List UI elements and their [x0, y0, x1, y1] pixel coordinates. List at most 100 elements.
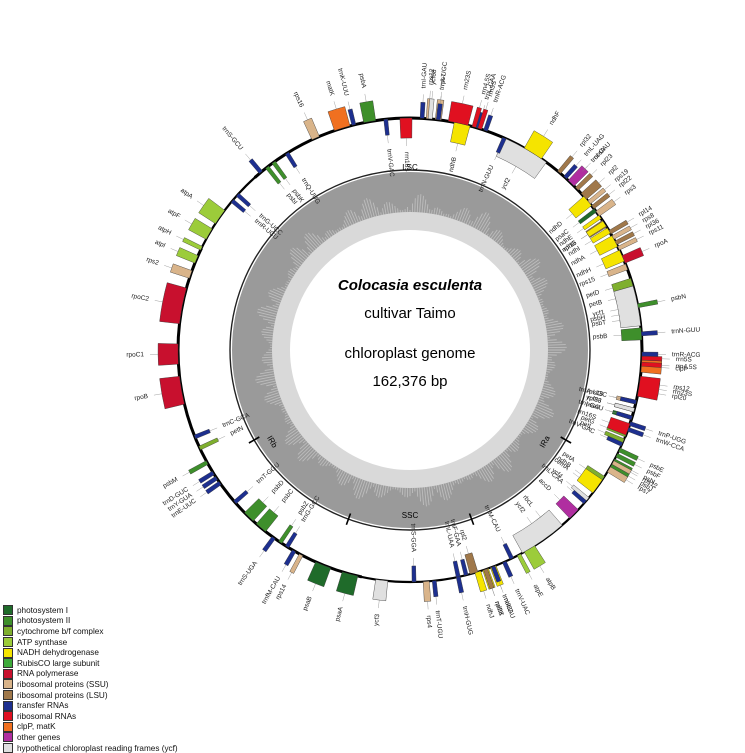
gene-leader-line — [260, 551, 265, 557]
gene-leader-line — [466, 546, 468, 554]
gene-leader-line — [249, 205, 255, 210]
gc-bar — [450, 216, 451, 218]
gc-bar — [381, 212, 382, 215]
gene-leader-line — [185, 220, 192, 224]
gene-block-atpa — [199, 198, 225, 223]
legend-item: photosystem II — [3, 616, 243, 627]
gene-block-trns-gga — [412, 566, 416, 582]
legend-label: cytochrome b/f complex — [17, 627, 103, 636]
gene-leader-line — [288, 573, 292, 580]
gene-leader-line — [611, 315, 619, 316]
gene-leader-line — [193, 481, 200, 485]
gene-label: trnV-UAC — [513, 588, 531, 616]
gene-leader-line — [378, 600, 379, 608]
gene-label: psbC — [280, 488, 295, 504]
gene-block-trnl-uaa — [453, 561, 460, 577]
gene-leader-line — [566, 214, 572, 219]
gene-block-psbb — [621, 328, 642, 341]
gene-leader-line — [291, 519, 295, 526]
gc-bar — [547, 362, 554, 363]
gene-leader-line — [598, 430, 605, 433]
legend-item: clpP, matK — [3, 722, 243, 733]
gene-label: rps16 — [292, 91, 305, 109]
gene-leader-line — [573, 473, 579, 478]
gene-leader-line — [528, 573, 532, 580]
legend-swatch — [3, 626, 13, 636]
gene-label: trnK-UUU — [336, 68, 350, 97]
gene-leader-line — [263, 497, 269, 503]
gene-label: petD — [585, 289, 600, 300]
gene-leader-line — [614, 335, 622, 336]
gene-leader-line — [576, 160, 581, 166]
gene-block-atpi — [176, 248, 198, 264]
gc-bar — [390, 487, 391, 491]
gene-block-trnm-cau — [503, 543, 514, 559]
gene-label: psbA — [358, 73, 368, 89]
legend-label: RubisCO large subunit — [17, 659, 99, 668]
gene-leader-line — [645, 429, 653, 432]
gene-block-rpoa — [622, 248, 644, 264]
legend-item: ribosomal proteins (LSU) — [3, 690, 243, 701]
gene-block-ndhb — [577, 469, 602, 493]
gene-leader-line — [612, 320, 620, 321]
gene-leader-line — [334, 101, 336, 109]
gc-bar — [267, 364, 273, 365]
gene-label: rpoC2 — [131, 293, 150, 303]
gene-leader-line — [245, 154, 250, 160]
genome-size: 162,376 bp — [372, 373, 447, 390]
legend-swatch — [3, 679, 13, 689]
gene-label: rpoB — [134, 393, 149, 402]
gc-bar — [443, 214, 444, 216]
gene-leader-line — [279, 183, 284, 189]
gene-label: ycf3 — [373, 613, 381, 626]
gene-leader-line — [512, 166, 516, 173]
gene-label: atpI — [154, 239, 167, 250]
gene-block-ycf68 — [614, 403, 634, 412]
gene-label: rpoA — [654, 237, 670, 249]
gene-leader-line — [605, 288, 613, 290]
gene-label: ndhB — [448, 156, 458, 172]
gene-label: trnN-GUU — [671, 326, 701, 335]
legend-swatch — [3, 732, 13, 742]
gene-leader-line — [171, 248, 178, 251]
gene-block-trnv-uac — [503, 561, 513, 577]
gene-leader-line — [343, 593, 345, 601]
gene-label: rrn23S — [462, 69, 473, 90]
gene-leader-line — [596, 264, 603, 267]
gene-leader-line — [599, 178, 605, 183]
gene-leader-line — [642, 248, 649, 251]
legend-label: ribosomal proteins (SSU) — [17, 680, 108, 689]
gene-label: trnI-GAU — [420, 62, 428, 88]
gene-block-rrn23s — [448, 101, 473, 125]
gene-leader-line — [164, 265, 172, 268]
gene-leader-line — [313, 584, 316, 591]
gene-label: trnS-UGA — [237, 559, 260, 586]
legend-label: photosystem II — [17, 616, 70, 625]
gene-label: psbB — [592, 333, 607, 341]
gene-leader-line — [197, 487, 204, 491]
gene-label: petN — [229, 425, 245, 437]
gene-leader-line — [585, 163, 591, 169]
gene-label: matK — [324, 80, 335, 97]
gene-label: psaA — [334, 605, 345, 622]
gene-label: psaB — [302, 595, 314, 611]
gene-leader-line — [608, 299, 616, 301]
gene-label: trnT-UGU — [434, 610, 444, 639]
gene-label: psbN — [670, 293, 687, 303]
gene-block-trnt-ggu — [234, 490, 249, 503]
gene-block-rpoc2 — [160, 283, 187, 324]
gene-label: atpB — [544, 576, 557, 591]
gene-leader-line — [492, 588, 495, 596]
gene-leader-line — [602, 420, 610, 423]
gene-leader-line — [661, 368, 669, 369]
gene-leader-line — [573, 222, 579, 227]
species-name: Colocasia esculenta — [338, 277, 482, 294]
region-label-ssc: SSC — [402, 511, 419, 520]
gene-leader-line — [544, 130, 548, 137]
gene-block-petn — [199, 438, 219, 450]
gene-leader-line — [462, 96, 464, 104]
gene-leader-line — [245, 211, 251, 216]
gene-block-rrn16s — [607, 417, 630, 435]
legend-label: NADH dehydrogenase — [17, 648, 99, 657]
gene-leader-line — [659, 389, 667, 390]
